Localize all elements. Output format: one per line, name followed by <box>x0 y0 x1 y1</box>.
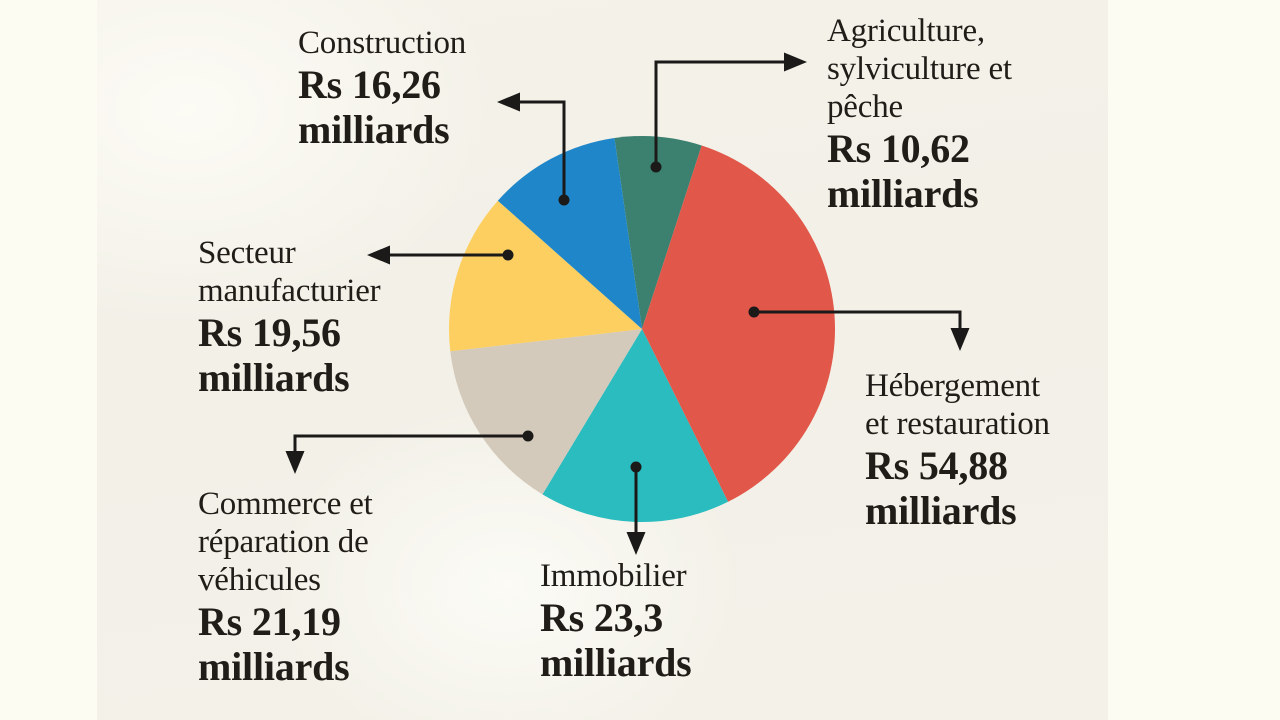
callout-secteur-manufacturier: Secteur manufacturier Rs 19,56 milliards <box>198 234 381 400</box>
slice-value: Rs 54,88 <box>865 443 1008 488</box>
pie-slice-construction <box>497 137 642 329</box>
slice-value-unit: milliards <box>540 640 692 685</box>
callout-arrowhead-hebergement <box>950 328 970 351</box>
slice-label: Hébergement <box>865 368 1040 404</box>
callout-dot-agriculture <box>650 161 662 173</box>
callout-dot-commerce <box>522 430 534 442</box>
callout-arrowhead-commerce <box>285 451 305 474</box>
callout-arrowhead-immobilier <box>626 532 646 555</box>
slice-value: Rs 16,26 <box>298 62 441 107</box>
pie-slice-hebergement <box>642 145 835 502</box>
slice-label: sylviculture et <box>827 51 1012 87</box>
callout-immobilier: Immobilier Rs 23,3 milliards <box>540 557 692 685</box>
slice-value-unit: milliards <box>198 644 350 689</box>
pie-slice-immobilier <box>542 329 729 523</box>
callout-dot-immobilier <box>630 461 642 473</box>
callout-dot-construction <box>558 194 570 206</box>
slice-label: Agriculture, <box>827 13 985 49</box>
slice-value-unit: milliards <box>198 355 350 400</box>
callout-construction: Construction Rs 16,26 milliards <box>298 24 466 152</box>
callout-line-commerce <box>293 434 528 451</box>
slice-value: Rs 10,62 <box>827 126 970 171</box>
slice-label: pêche <box>827 89 903 125</box>
callout-arrowhead-manufacturier <box>367 245 390 265</box>
slice-label: Secteur <box>198 235 296 271</box>
callout-arrowhead-agriculture <box>784 52 807 72</box>
slice-value-unit: milliards <box>298 107 450 152</box>
slice-value-unit: milliards <box>865 488 1017 533</box>
slice-value: Rs 21,19 <box>198 599 341 644</box>
pie-slice-commerce <box>450 329 642 495</box>
callout-dot-hebergement <box>748 306 760 318</box>
pie-slice-manufacturier <box>448 200 642 352</box>
callout-line-agriculture <box>654 60 784 167</box>
slice-label: Commerce et <box>198 486 373 522</box>
callout-commerce: Commerce et réparation de véhicules Rs 2… <box>198 485 373 689</box>
slice-label: Immobilier <box>540 558 687 594</box>
slice-label: et restauration <box>865 406 1050 442</box>
callout-line-hebergement <box>754 310 962 328</box>
slice-label: véhicules <box>198 562 321 598</box>
callout-arrowhead-construction <box>497 92 520 112</box>
slice-value: Rs 23,3 <box>540 595 664 640</box>
pie-slice-agriculture <box>614 135 702 329</box>
callout-agriculture: Agriculture, sylviculture et pêche Rs 10… <box>827 12 1012 216</box>
callout-hebergement: Hébergement et restauration Rs 54,88 mil… <box>865 367 1050 533</box>
callout-dot-manufacturier <box>502 249 514 261</box>
slice-label: réparation de <box>198 524 369 560</box>
callout-line-construction <box>520 100 566 200</box>
slice-value-unit: milliards <box>827 171 979 216</box>
slice-label: manufacturier <box>198 273 381 309</box>
slice-value: Rs 19,56 <box>198 310 341 355</box>
slice-label: Construction <box>298 25 467 61</box>
